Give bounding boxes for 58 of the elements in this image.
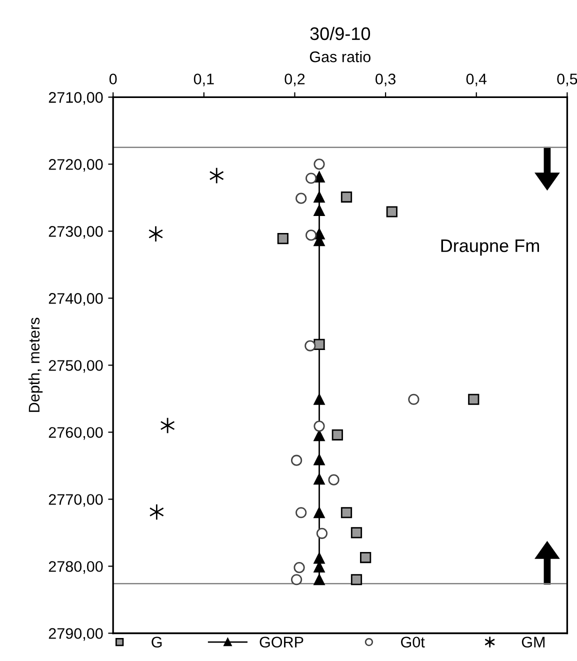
point — [314, 204, 325, 216]
x-tick-label: 0,1 — [194, 74, 214, 86]
point — [314, 420, 325, 432]
point — [350, 527, 362, 538]
point — [314, 574, 325, 586]
point — [316, 528, 328, 539]
point — [296, 507, 307, 518]
point — [468, 394, 480, 405]
x-tick-label: 0,4 — [466, 74, 487, 86]
legend-label: GM — [522, 636, 545, 648]
point — [209, 167, 224, 184]
legend-label: G0t — [401, 636, 425, 648]
y-tick-label: 2730,00 — [48, 226, 103, 239]
y-tick-label: 2780,00 — [48, 561, 103, 574]
point — [148, 226, 164, 242]
y-tick-label: 2760,00 — [48, 427, 103, 440]
point — [290, 454, 302, 466]
y-tick-label: 2770,00 — [48, 494, 103, 507]
y-tick-label: 2750,00 — [48, 360, 103, 373]
point — [332, 429, 343, 440]
point — [306, 172, 317, 184]
x-tick-label: 0,2 — [284, 74, 305, 86]
y-tick-label: 2710,00 — [48, 92, 103, 105]
point — [149, 504, 164, 520]
point — [290, 574, 302, 586]
point — [314, 454, 325, 466]
point — [328, 474, 340, 486]
point — [304, 340, 316, 352]
point — [296, 192, 307, 204]
legend-label: G — [152, 636, 162, 648]
x-tick-label: 0 — [109, 74, 117, 84]
point — [277, 233, 288, 244]
point — [314, 158, 325, 170]
point — [294, 562, 305, 574]
point — [314, 394, 325, 405]
point — [360, 552, 372, 564]
y-tick-label: 2740,00 — [48, 293, 103, 306]
y-tick-label: 2720,00 — [48, 159, 103, 172]
point — [314, 171, 325, 182]
point — [306, 230, 317, 241]
x-axis-title: Gas ratio — [310, 51, 370, 62]
point — [160, 417, 175, 434]
y-tick-label: 2790,00 — [48, 628, 103, 641]
point — [314, 474, 325, 485]
point — [408, 394, 420, 405]
point — [340, 191, 352, 203]
y-axis-title: Depth, meters — [28, 318, 43, 412]
chart-title: 30/9-10 — [310, 26, 370, 40]
point — [314, 191, 325, 203]
point — [314, 507, 325, 518]
x-tick-label: 0,5 — [557, 74, 577, 86]
x-tick-label: 0,3 — [376, 74, 396, 86]
legend-label: GORP — [260, 636, 304, 648]
point — [314, 430, 325, 442]
annotation: Draupne Fm — [441, 240, 539, 256]
point — [340, 507, 352, 518]
point — [350, 574, 362, 586]
point — [386, 206, 398, 218]
